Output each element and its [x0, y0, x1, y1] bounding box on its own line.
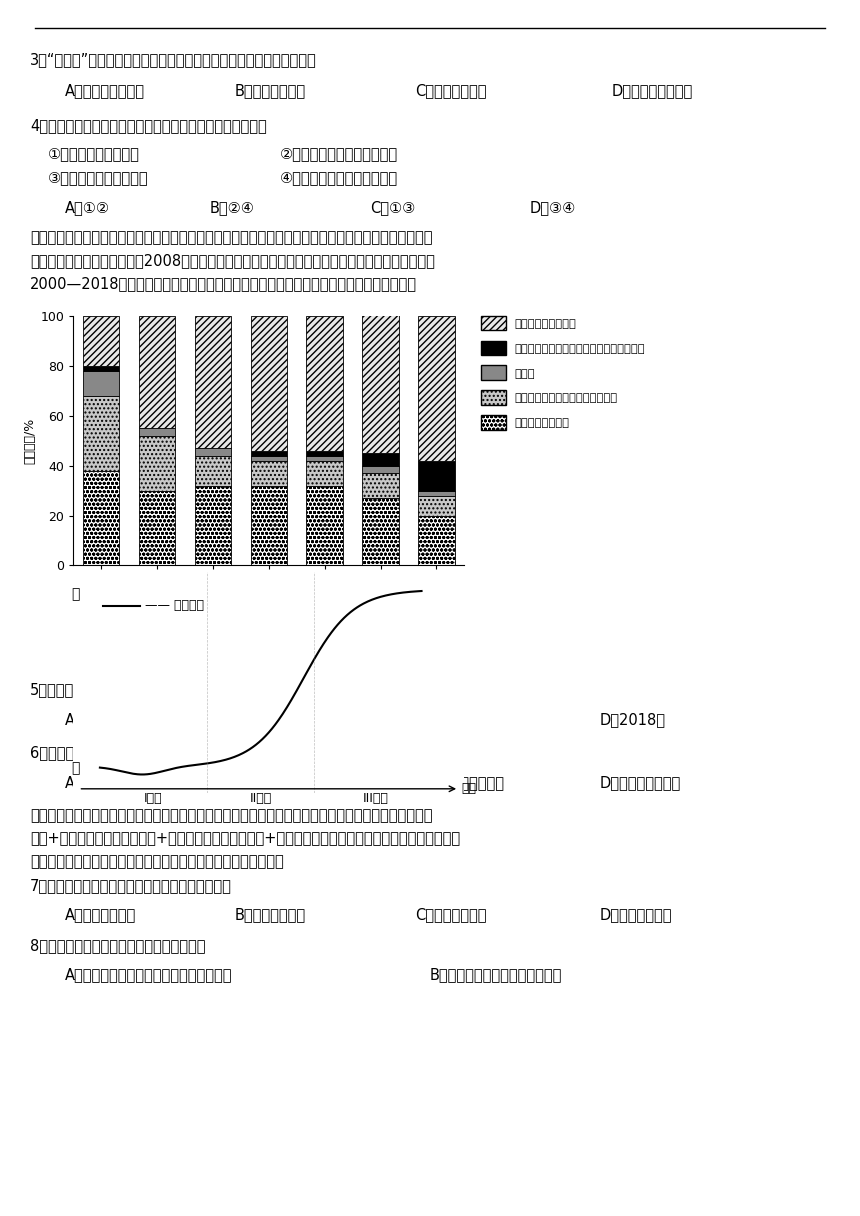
Text: D．产品市场饱和: D．产品市场饱和 [600, 907, 673, 922]
Bar [138, 435, 175, 490]
Text: 4．下列措施中，有利于保障我国锂资源稳定供应的是（　）: 4．下列措施中，有利于保障我国锂资源稳定供应的是（ ） [30, 118, 267, 133]
Bar [362, 309, 399, 454]
Text: ④建立健全矿产资源储备制度: ④建立健全矿产资源储备制度 [280, 170, 398, 185]
Text: I阶段: I阶段 [144, 792, 163, 805]
Bar [418, 496, 455, 516]
Bar [83, 366, 120, 371]
Text: 3．“锂佩克”方案提出的基础主要是阿根廷、玻利维亚和智利三国（　）: 3．“锂佩克”方案提出的基础主要是阿根廷、玻利维亚和智利三国（ ） [30, 52, 316, 67]
Text: ①减少进口渠道和数量: ①减少进口渠道和数量 [48, 146, 140, 161]
Bar [418, 516, 455, 565]
Text: B．发展水平相近: B．发展水平相近 [235, 83, 306, 98]
Text: C．①③: C．①③ [370, 199, 415, 215]
Bar [250, 461, 287, 485]
Bar [83, 396, 120, 471]
Text: C．地理位置临近: C．地理位置临近 [415, 83, 487, 98]
Text: ③减少海外矿业投资项目: ③减少海外矿业投资项目 [48, 170, 149, 185]
Text: III阶段: III阶段 [363, 792, 389, 805]
Bar [418, 490, 455, 496]
Text: 年份: 年份 [462, 782, 476, 795]
Bar [194, 316, 231, 449]
Text: ②加大国内锂资源的勘探力度: ②加大国内锂资源的勘探力度 [280, 146, 398, 161]
Text: C．研发能力下降: C．研发能力下降 [415, 907, 487, 922]
Bar [250, 485, 287, 565]
Text: D．2018年: D．2018年 [600, 713, 666, 727]
Text: 8．云南省承接东部的产业转移有助于（　）: 8．云南省承接东部的产业转移有助于（ ） [30, 938, 206, 953]
Text: B．2012年: B．2012年 [210, 713, 274, 727]
Bar [418, 461, 455, 490]
Bar [362, 454, 399, 466]
Bar [83, 371, 120, 396]
Bar [306, 461, 343, 485]
Text: B．加快资源开发，缓解环境压力: B．加快资源开发，缓解环境压力 [430, 967, 562, 983]
Bar [362, 473, 399, 499]
Text: 2000—2018年大冶市主要工业行业产値占比及不同阶段的经济韧性。据此完成下面小题。: 2000—2018年大冶市主要工业行业产値占比及不同阶段的经济韧性。据此完成下面… [30, 276, 417, 291]
Text: 强: 强 [71, 587, 80, 602]
Text: 冶市是中国著名的矿冶城市，2008年被列为全国首批资源枯竭型城市和经济转型试点城市。下图示意: 冶市是中国著名的矿冶城市，2008年被列为全国首批资源枯竭型城市和经济转型试点城… [30, 253, 435, 268]
Bar [362, 499, 399, 565]
Bar [306, 485, 343, 565]
Text: 7．东部沿海地区企业产能外溢的主要原因是（　）: 7．东部沿海地区企业产能外溢的主要原因是（ ） [30, 878, 232, 893]
Bar [306, 451, 343, 456]
Text: 6．进一步增强大冶市经济韧性的措施是（　）: 6．进一步增强大冶市经济韧性的措施是（ ） [30, 745, 214, 760]
Text: D．淘汰矿物采选业: D．淘汰矿物采选业 [600, 775, 681, 790]
Text: II阶段: II阶段 [249, 792, 272, 805]
Text: 速重构，呈现出多点带动的经济发展新局面。据此完成下面小题。: 速重构，呈现出多点带动的经济发展新局面。据此完成下面小题。 [30, 854, 284, 869]
Text: 城市经济韧性是城市应对经济冲击、从中恢复和更新的能力。是城市转型的综合衡量标准。湖北省大: 城市经济韧性是城市应对经济冲击、从中恢复和更新的能力。是城市转型的综合衡量标准。… [30, 230, 433, 244]
Text: A．集中财力，大力开拓高附加値产品市场: A．集中财力，大力开拓高附加値产品市场 [65, 967, 232, 983]
Bar [306, 456, 343, 461]
Bar [306, 316, 343, 451]
Y-axis label: 产値占比/%: 产値占比/% [23, 417, 36, 465]
Text: 5．大冶市经济转型成效较为凸显的年份是（　）: 5．大冶市经济转型成效较为凸显的年份是（ ） [30, 682, 223, 697]
Text: 近年来，云南省抓住我国产业有序梯度转移的契机，主动承接东部沿海地区外溢产能，形成了「东部: 近年来，云南省抓住我国产业有序梯度转移的契机，主动承接东部沿海地区外溢产能，形成… [30, 807, 433, 823]
Bar [418, 316, 455, 461]
Bar [194, 449, 231, 456]
Bar [83, 316, 120, 366]
Text: B．劳动力素质低: B．劳动力素质低 [235, 907, 306, 922]
Text: 弱: 弱 [71, 761, 80, 775]
Bar [194, 485, 231, 565]
Text: C．推动产业结构升级: C．推动产业结构升级 [415, 775, 504, 790]
Bar [362, 466, 399, 473]
Text: C．2015年: C．2015年 [395, 713, 460, 727]
Text: A．扩大第一产业比重: A．扩大第一产业比重 [65, 775, 154, 790]
Text: D．③④: D．③④ [530, 199, 576, 215]
Bar [138, 490, 175, 565]
Bar [250, 451, 287, 456]
Text: A．2009年: A．2009年 [65, 713, 130, 727]
Text: 企业+云南资源」、「东部研发+云南制造」、「东部市场+云南产品」等产业协作模式。云南产业格局正加: 企业+云南资源」、「东部研发+云南制造」、「东部市场+云南产品」等产业协作模式。… [30, 831, 460, 846]
Text: D．锂提炼技术先进: D．锂提炼技术先进 [612, 83, 693, 98]
Bar [138, 428, 175, 435]
Bar [250, 316, 287, 451]
Bar [83, 471, 120, 565]
Text: B．②④: B．②④ [210, 199, 255, 215]
Text: B．扩大冶金业规模: B．扩大冶金业规模 [240, 775, 320, 790]
Bar [250, 456, 287, 461]
Legend: 机械、汽车等制造业, 家居、文娱用品、化工、医药等制品制造业, 冶金业, 农副产品加工、纴织等制品制造业, 矿物采选、洗选业: 机械、汽车等制造业, 家居、文娱用品、化工、医药等制品制造业, 冶金业, 农副产… [476, 311, 650, 434]
Text: A．①②: A．①② [65, 199, 110, 215]
Bar [138, 316, 175, 428]
Text: A．锂矿资源储量大: A．锂矿资源储量大 [65, 83, 145, 98]
Bar [194, 456, 231, 485]
Text: —— 经济韧性: —— 经济韧性 [145, 599, 205, 612]
Text: A．区位优势减弱: A．区位优势减弱 [65, 907, 136, 922]
